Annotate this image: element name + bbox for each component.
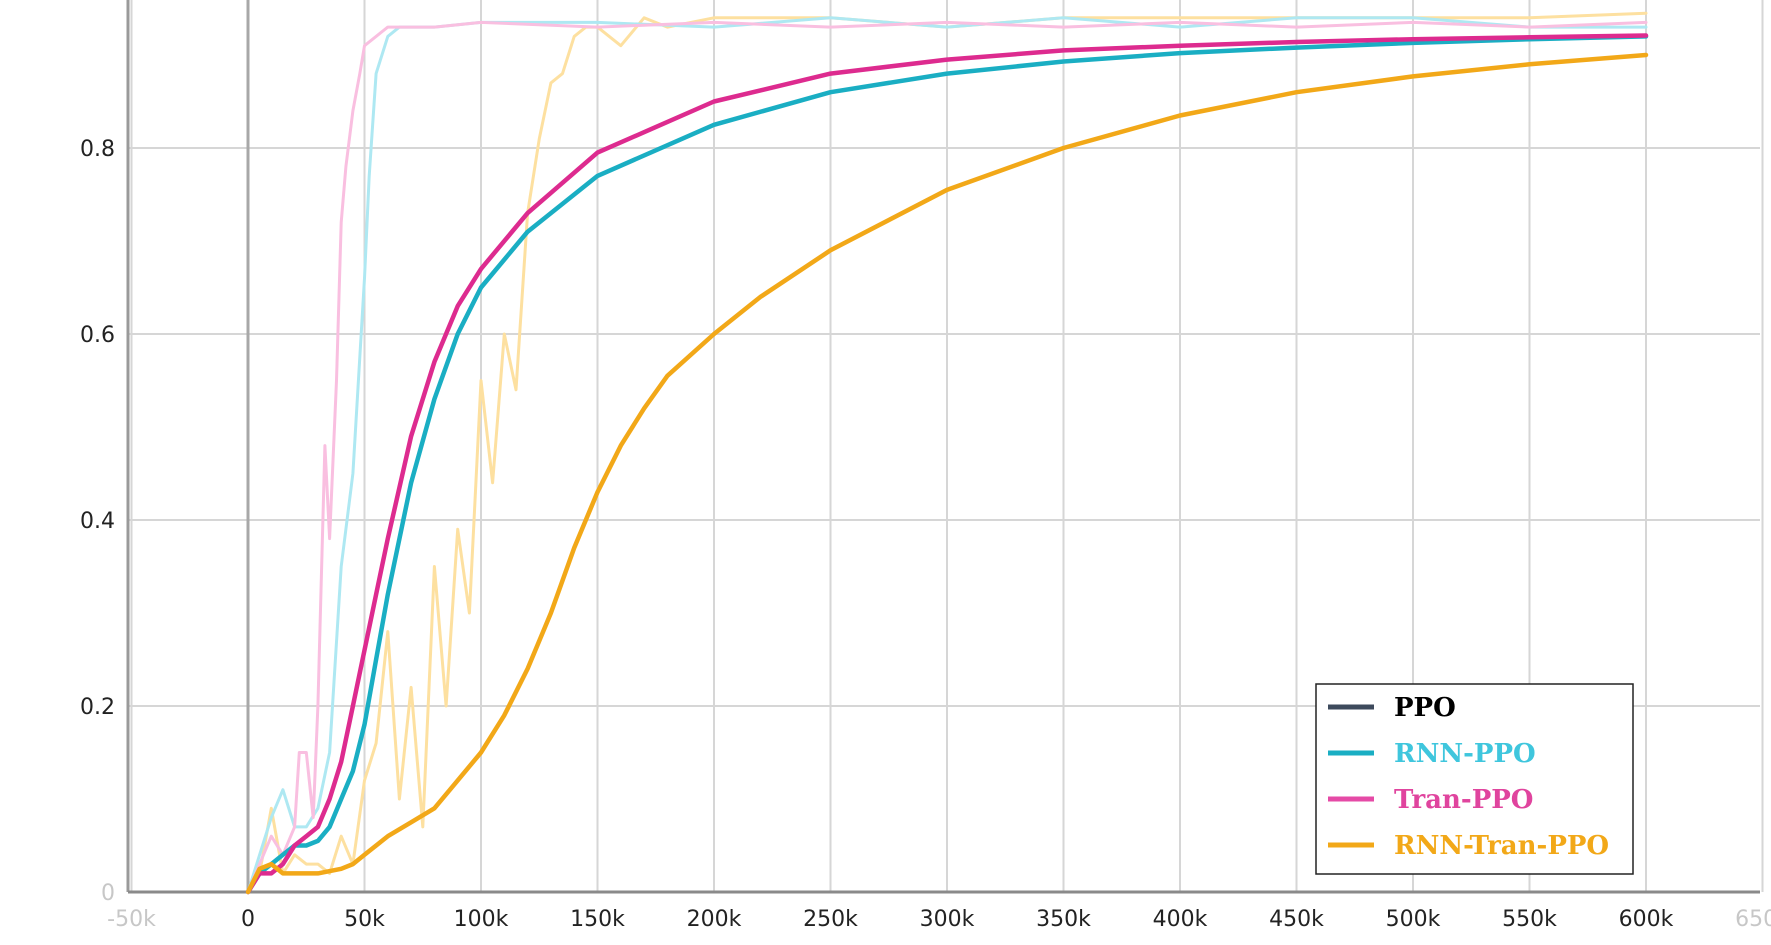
x-tick-label: 50k xyxy=(344,907,385,932)
legend-label-tran-ppo: Tran-PPO xyxy=(1394,785,1533,815)
x-tick-label: 350k xyxy=(1036,907,1091,932)
legend-label-rnn-tran-ppo: RNN-Tran-PPO xyxy=(1394,831,1609,861)
x-tick-label: 0 xyxy=(241,907,255,932)
x-tick-label: 300k xyxy=(920,907,975,932)
grid xyxy=(128,0,1764,892)
series-line-tran-ppo-smoothed xyxy=(245,33,1649,895)
x-tick-label: 200k xyxy=(687,907,742,932)
series-line-tran-ppo-raw xyxy=(246,20,1648,894)
legend: PPO RNN-PPO Tran-PPO RNN-Tran-PPO xyxy=(1315,683,1634,875)
x-tick-label: 400k xyxy=(1153,907,1208,932)
y-tick-label: 0 xyxy=(101,881,115,906)
x-tick-label: 250k xyxy=(803,907,858,932)
x-tick-label: 150k xyxy=(570,907,625,932)
x-tick-label: 500k xyxy=(1386,907,1441,932)
x-tick-label: 650k xyxy=(1735,907,1771,932)
y-tick-label: 0.6 xyxy=(80,323,115,348)
series-line-rnn-ppo-smoothed xyxy=(245,34,1649,895)
series-line-rnn-tran-ppo-smoothed xyxy=(245,52,1649,895)
legend-box xyxy=(1315,683,1634,875)
y-tick-label: 0.4 xyxy=(80,509,115,534)
y-tick-label: 0.8 xyxy=(80,137,115,162)
y-tick-label: 0.2 xyxy=(80,695,115,720)
tick-labels: -50k 0 50k 100k 150k 200k 250k 300k 350k 400k 450k… xyxy=(80,137,1771,932)
x-tick-label: 600k xyxy=(1619,907,1674,932)
x-tick-label: 100k xyxy=(454,907,509,932)
raw-series xyxy=(246,11,1648,894)
axes xyxy=(126,0,1760,894)
legend-label-rnn-ppo: RNN-PPO xyxy=(1394,739,1536,769)
smoothed-series xyxy=(245,33,1649,895)
legend-label-ppo: PPO xyxy=(1394,693,1456,723)
x-tick-label: 450k xyxy=(1269,907,1324,932)
x-tick-label: 550k xyxy=(1502,907,1557,932)
series-line-rnn-ppo-raw xyxy=(246,16,1648,894)
x-tick-label: -50k xyxy=(107,907,156,932)
